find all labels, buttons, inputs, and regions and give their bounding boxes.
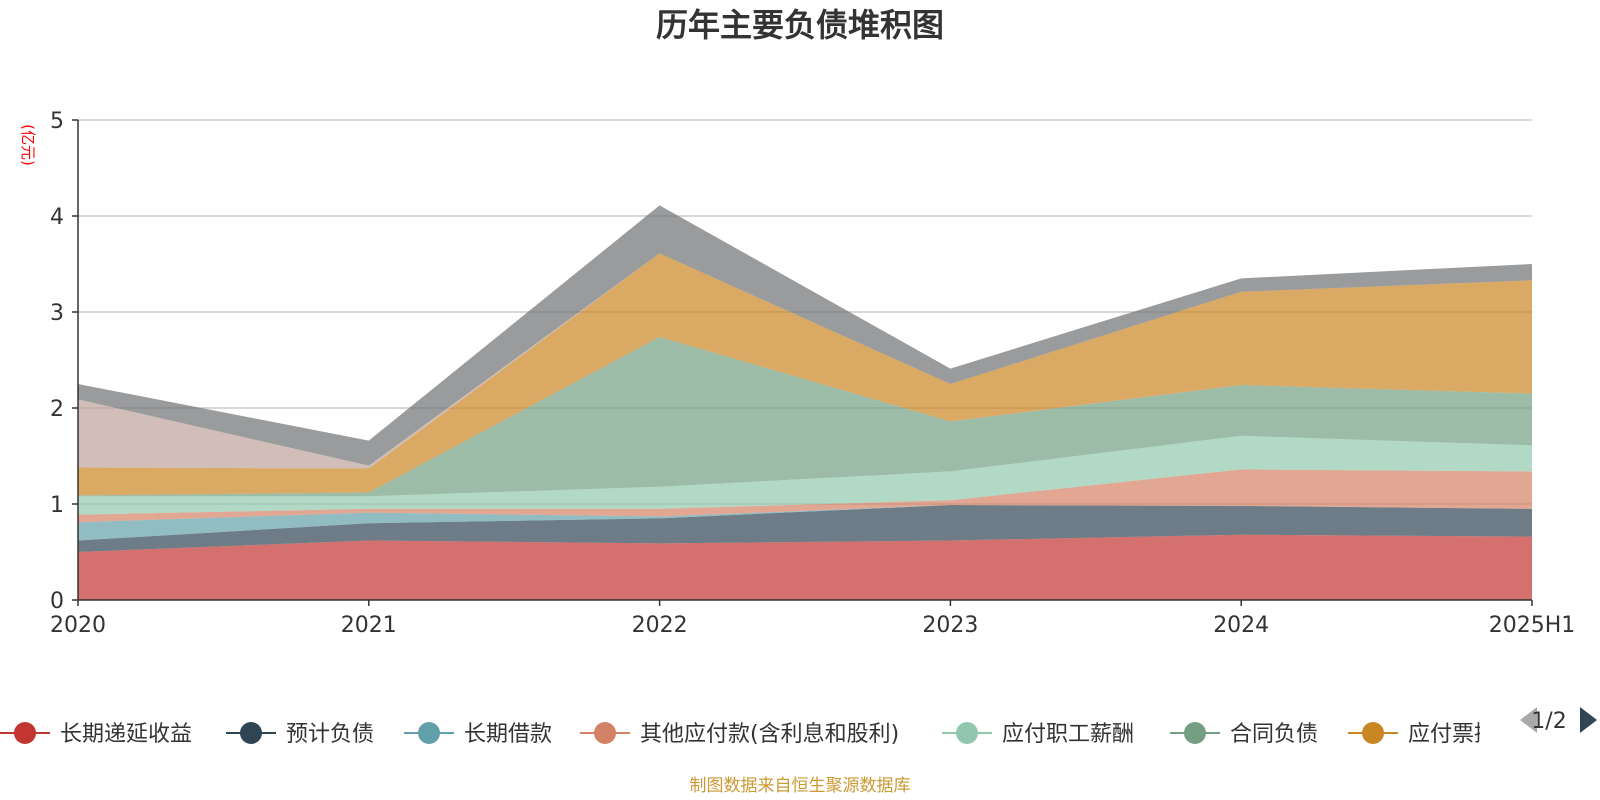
x-tick-label: 2024 bbox=[1213, 613, 1269, 638]
y-tick-label: 5 bbox=[50, 109, 64, 134]
legend-label: 长期借款 bbox=[464, 722, 552, 747]
area-series-6[interactable] bbox=[78, 253, 1532, 496]
legend-label: 预计负债 bbox=[286, 722, 374, 747]
legend-items: 长期递延收益 预计负债 长期借款 其他应付款(含利息和股利) 应付职工薪酬 合同负债 应付票… bbox=[0, 722, 1496, 747]
legend[interactable]: 长期递延收益 预计负债 长期借款 其他应付款(含利息和股利) 应付职工薪酬 合同负债 应付票… bbox=[0, 722, 1496, 747]
area-series-7[interactable] bbox=[78, 253, 1532, 469]
stacked-areas bbox=[78, 205, 1532, 600]
legend-marker-icon bbox=[594, 722, 616, 744]
legend-marker-icon bbox=[418, 722, 440, 744]
legend-label: 其他应付款(含利息和股利) bbox=[640, 722, 899, 747]
legend-item[interactable]: 应付票据 bbox=[1348, 722, 1496, 747]
x-tick-label: 2025H1 bbox=[1489, 613, 1576, 638]
legend-label: 应付票据 bbox=[1408, 722, 1496, 747]
y-tick-label: 4 bbox=[50, 205, 64, 230]
legend-item[interactable]: 长期递延收益 bbox=[0, 722, 192, 747]
legend-marker-icon bbox=[240, 722, 262, 744]
y-tick-label: 2 bbox=[50, 397, 64, 422]
legend-pager[interactable]: 1/2 bbox=[1520, 707, 1597, 734]
area-series-3[interactable] bbox=[78, 469, 1532, 523]
source-note: 制图数据来自恒生聚源数据库 bbox=[690, 776, 911, 796]
legend-item[interactable]: 长期借款 bbox=[404, 722, 552, 747]
legend-label: 合同负债 bbox=[1230, 722, 1318, 747]
legend-marker-icon bbox=[956, 722, 978, 744]
legend-marker-icon bbox=[1184, 722, 1206, 744]
area-series-5[interactable] bbox=[78, 337, 1532, 497]
y-tick-label: 0 bbox=[50, 589, 64, 614]
area-series-1[interactable] bbox=[78, 505, 1532, 552]
legend-next-arrow-icon[interactable] bbox=[1580, 707, 1597, 733]
area-series-8[interactable] bbox=[78, 205, 1532, 466]
chart-title: 历年主要负债堆积图 bbox=[656, 6, 944, 44]
legend-marker-icon bbox=[1362, 722, 1384, 744]
area-series-4[interactable] bbox=[78, 435, 1532, 515]
legend-marker-icon bbox=[14, 722, 36, 744]
legend-page-indicator: 1/2 bbox=[1531, 709, 1566, 734]
legend-label: 长期递延收益 bbox=[60, 722, 192, 747]
y-tick-label: 1 bbox=[50, 493, 64, 518]
x-tick-label: 2023 bbox=[922, 613, 978, 638]
area-series-2[interactable] bbox=[78, 505, 1532, 541]
legend-item[interactable]: 预计负债 bbox=[226, 722, 374, 747]
legend-label: 应付职工薪酬 bbox=[1002, 722, 1134, 747]
x-tick-label: 2020 bbox=[50, 613, 106, 638]
legend-item[interactable]: 合同负债 bbox=[1170, 722, 1318, 747]
legend-item[interactable]: 应付职工薪酬 bbox=[942, 722, 1134, 747]
x-tick-label: 2022 bbox=[632, 613, 688, 638]
y-axis-unit-label: (亿元) bbox=[19, 124, 37, 166]
x-tick-label: 2021 bbox=[341, 613, 397, 638]
legend-prev-arrow-icon[interactable] bbox=[1520, 707, 1537, 733]
legend-item[interactable]: 其他应付款(含利息和股利) bbox=[580, 722, 899, 747]
y-tick-label: 3 bbox=[50, 301, 64, 326]
axes: 0 1 2 3 4 5 2020 2021 2022 2023 2024 2025H1 bbox=[50, 109, 1575, 638]
area-series-0[interactable] bbox=[78, 534, 1532, 600]
